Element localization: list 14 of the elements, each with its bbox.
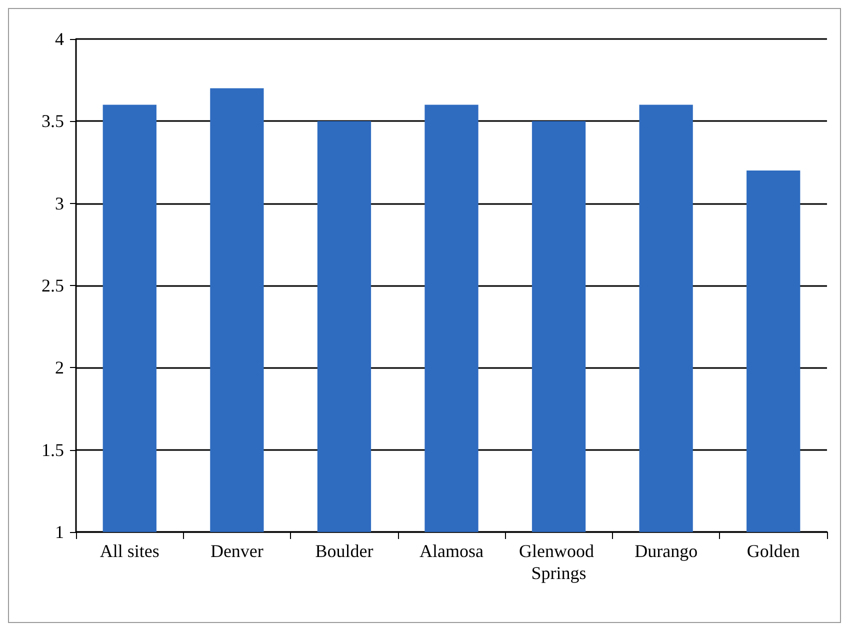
x-tick-label: Alamosa <box>420 541 484 561</box>
y-tick-label: 4 <box>55 29 64 49</box>
x-tick-label: All sites <box>100 541 160 561</box>
x-tick-label: Denver <box>210 541 264 561</box>
y-tick-label: 3.5 <box>42 111 64 132</box>
x-tick-label: Golden <box>746 541 800 561</box>
x-tick-label: Boulder <box>315 541 374 561</box>
x-tick-label: Durango <box>634 541 698 561</box>
y-tick-label: 1.5 <box>42 440 64 460</box>
y-tick-label: 2 <box>55 358 64 378</box>
y-tick-label: 2.5 <box>42 276 64 296</box>
y-tick-label: 3 <box>55 193 64 214</box>
x-tick-label: Glenwood Springs <box>519 541 599 583</box>
y-tick-label: 1 <box>55 522 64 542</box>
